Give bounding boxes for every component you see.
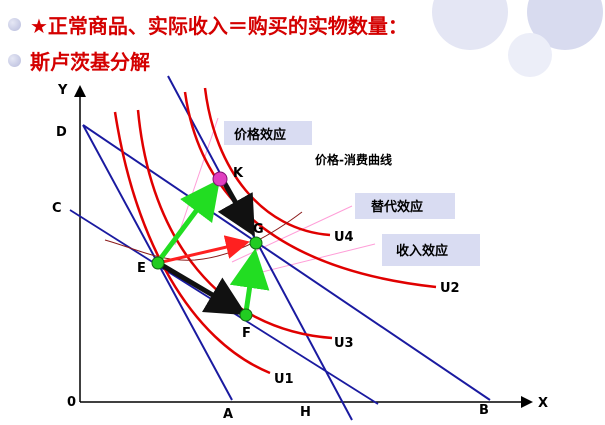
arrow-E-to-G (161, 235, 250, 264)
substitution-effect-box: 替代效应 (355, 193, 455, 219)
label-E: E (137, 261, 146, 276)
header-subtitle: 斯卢茨基分解 (30, 50, 150, 74)
indifference-curve-U2 (183, 91, 437, 289)
price-consumption-curve (104, 211, 303, 261)
budget-line-CH (69, 209, 379, 405)
origin-label: 0 (67, 395, 76, 410)
point-G (249, 236, 263, 250)
label-K: K (233, 166, 244, 181)
label-U2: U2 (440, 281, 460, 296)
bullet-icon (8, 18, 21, 31)
header-line-1: ★正常商品、实际收入＝购买的实物数量： (8, 10, 408, 39)
header-title: ★正常商品、实际收入＝购买的实物数量： (30, 14, 408, 38)
price-effect-box: 价格效应 (224, 121, 312, 145)
label-U4: U4 (334, 230, 354, 245)
price-consumption-label: 价格-消费曲线 (315, 152, 392, 167)
x-axis-label: X (538, 396, 548, 411)
point-E (151, 256, 165, 270)
label-U1: U1 (274, 372, 294, 387)
intercept-C: C (52, 201, 62, 216)
header-line-2: 斯卢茨基分解 (8, 46, 150, 75)
income-effect-box: 收入效应 (382, 234, 480, 266)
intercept-H: H (300, 405, 311, 420)
point-K (212, 171, 228, 187)
label-F: F (242, 326, 251, 341)
intercept-D: D (56, 125, 67, 140)
intercept-B: B (479, 403, 489, 418)
label-U3: U3 (334, 336, 354, 351)
guide-line (249, 243, 376, 276)
indifference-curve-U1 (113, 111, 271, 375)
arrow-E-to-K (155, 178, 220, 264)
label-G: G (253, 222, 264, 237)
budget-line-DB (82, 124, 491, 401)
bullet-icon (8, 54, 21, 67)
indifference-curve-U3 (136, 109, 333, 340)
arrow-K-to-G (217, 180, 255, 237)
arrow-F-to-G (229, 248, 270, 313)
y-axis-label: Y (57, 83, 68, 98)
intercept-A: A (223, 407, 233, 422)
indifference-curve-U4 (203, 87, 331, 237)
arrow-E-to-F (158, 261, 247, 316)
point-F (239, 308, 253, 322)
